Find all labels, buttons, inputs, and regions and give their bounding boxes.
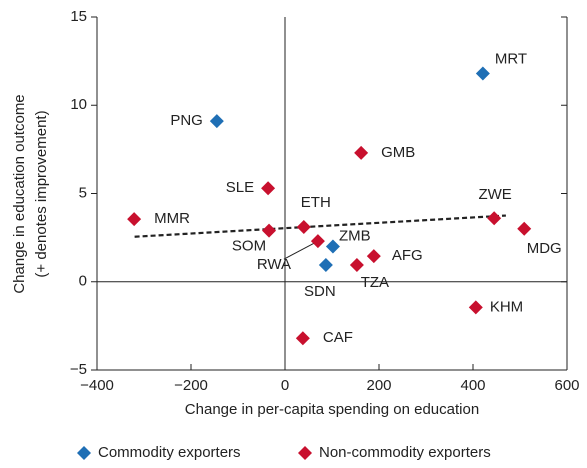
point-label: RWA xyxy=(257,256,291,273)
point-label: MMR xyxy=(154,210,190,227)
legend-marker xyxy=(77,446,91,460)
point xyxy=(366,249,381,264)
point-label: SDN xyxy=(304,283,336,300)
y-tick-label: 0 xyxy=(79,273,87,290)
leader-line xyxy=(283,240,319,260)
point xyxy=(127,212,142,227)
x-tick-label: 400 xyxy=(460,377,485,394)
point xyxy=(261,181,276,196)
legend-label: Commodity exporters xyxy=(98,444,241,461)
point-label: ZWE xyxy=(478,186,511,203)
point-label: ZMB xyxy=(339,227,371,244)
x-tick-label: −200 xyxy=(174,377,208,394)
point xyxy=(262,223,277,238)
point xyxy=(349,257,364,272)
point-label: KHM xyxy=(490,298,523,315)
point-label: MDG xyxy=(527,240,562,257)
point xyxy=(325,239,340,254)
x-tick-label: 600 xyxy=(554,377,579,394)
point xyxy=(468,300,483,315)
y-tick-label: 15 xyxy=(70,8,87,25)
x-tick-label: −400 xyxy=(80,377,114,394)
point-label: ETH xyxy=(301,194,331,211)
point xyxy=(517,221,532,236)
point xyxy=(295,331,310,346)
point xyxy=(296,220,311,235)
point-label: AFG xyxy=(392,247,423,264)
y-axis-label: Change in education outcome xyxy=(11,94,28,293)
legend-label: Non-commodity exporters xyxy=(319,444,491,461)
point-label: SOM xyxy=(232,238,266,255)
point-label: TZA xyxy=(361,274,389,291)
y-axis-label: (+ denotes improvement) xyxy=(33,110,50,277)
point xyxy=(209,114,224,129)
y-tick-label: 10 xyxy=(70,96,87,113)
x-tick-label: 200 xyxy=(366,377,391,394)
point xyxy=(354,145,369,160)
point-label: CAF xyxy=(323,329,353,346)
y-tick-label: 5 xyxy=(79,184,87,201)
point xyxy=(310,234,325,249)
point xyxy=(487,211,502,226)
point-label: PNG xyxy=(170,112,203,129)
point xyxy=(475,66,490,81)
x-tick-label: 0 xyxy=(281,377,289,394)
point xyxy=(318,257,333,272)
point-label: GMB xyxy=(381,144,415,161)
x-axis-label: Change in per-capita spending on educati… xyxy=(185,401,479,418)
y-tick-label: −5 xyxy=(70,361,87,378)
point-label: MRT xyxy=(495,50,527,67)
trend-line xyxy=(134,214,506,238)
legend-marker xyxy=(298,446,312,460)
point-label: SLE xyxy=(226,179,254,196)
